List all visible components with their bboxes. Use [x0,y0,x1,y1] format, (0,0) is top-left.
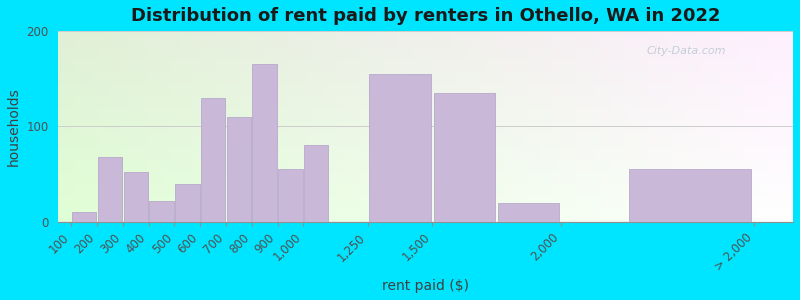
Bar [498,203,559,222]
Bar [72,212,97,222]
Bar [304,146,329,222]
Y-axis label: households: households [7,87,21,166]
Bar [278,169,302,222]
Bar [226,117,251,222]
Bar [201,98,226,222]
Bar [629,169,751,222]
Bar [370,74,430,222]
Bar [98,157,122,222]
Bar [123,172,148,222]
Bar [434,93,495,222]
Text: City-Data.com: City-Data.com [646,46,726,56]
Bar [175,184,199,222]
Bar [253,64,277,222]
Bar [150,201,174,222]
X-axis label: rent paid ($): rent paid ($) [382,279,470,293]
Title: Distribution of rent paid by renters in Othello, WA in 2022: Distribution of rent paid by renters in … [131,7,721,25]
